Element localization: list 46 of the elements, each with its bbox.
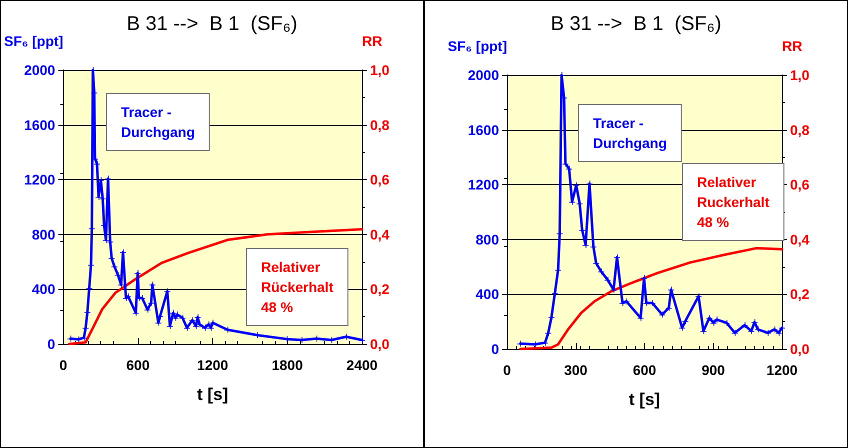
y-tick-label: 1200 bbox=[468, 176, 500, 193]
x-tick-label: 600 bbox=[632, 362, 656, 378]
x-tick-label: 0 bbox=[59, 357, 68, 373]
y-tick-label: 0 bbox=[491, 341, 500, 357]
y2-tick-label: 0,6 bbox=[370, 172, 390, 188]
y-axis-title: SF₆ [ppt] bbox=[4, 33, 64, 49]
y2-axis-title: RR bbox=[782, 38, 802, 54]
y-tick-label: 1600 bbox=[24, 116, 56, 133]
annotation: Relativer Rückerhalt 48 % bbox=[261, 259, 334, 315]
y2-tick-label: 0,8 bbox=[790, 122, 810, 138]
y-tick-label: 400 bbox=[476, 286, 500, 302]
x-tick-label: 600 bbox=[126, 357, 150, 373]
y2-tick-label: 0,4 bbox=[370, 226, 390, 242]
x-tick-label: 900 bbox=[702, 362, 726, 378]
y2-tick-label: 0,0 bbox=[370, 336, 390, 352]
y2-axis-title: RR bbox=[362, 33, 382, 49]
y-tick-label: 2000 bbox=[468, 67, 500, 83]
y-tick-label: 800 bbox=[476, 231, 500, 248]
y-tick-label: 800 bbox=[32, 226, 56, 242]
y-tick-label: 400 bbox=[32, 281, 56, 298]
chart-title: B 31 --> B 1 (SF₆) bbox=[550, 13, 722, 35]
y2-tick-label: 0,6 bbox=[790, 176, 810, 193]
y2-tick-label: 0,8 bbox=[370, 116, 390, 133]
x-tick-label: 300 bbox=[564, 362, 588, 378]
y2-tick-label: 0,2 bbox=[790, 286, 810, 302]
y2-tick-label: 1,0 bbox=[370, 62, 390, 78]
x-tick-label: 2400 bbox=[346, 357, 378, 373]
x-tick-label: 1200 bbox=[766, 362, 798, 378]
x-axis-title: t [s] bbox=[197, 385, 228, 404]
annotation: Relativer Ruckerhalt 48 % bbox=[697, 174, 770, 230]
annotation: Tracer - Durchgang bbox=[593, 115, 667, 151]
x-axis-title: t [s] bbox=[628, 390, 660, 409]
y2-tick-label: 1,0 bbox=[790, 67, 810, 83]
y-axis-title: SF₆ [ppt] bbox=[448, 38, 507, 54]
y-tick-label: 1200 bbox=[24, 172, 56, 188]
y2-tick-label: 0,0 bbox=[790, 341, 810, 357]
chart-title: B 31 --> B 1 (SF₆) bbox=[126, 13, 298, 35]
x-tick-label: 1800 bbox=[272, 357, 304, 373]
y-tick-label: 1600 bbox=[468, 122, 500, 138]
x-tick-label: 1200 bbox=[197, 357, 228, 373]
y-tick-label: 0 bbox=[47, 336, 56, 352]
y2-tick-label: 0,2 bbox=[370, 281, 390, 298]
y2-tick-label: 0,4 bbox=[790, 231, 810, 248]
x-tick-label: 0 bbox=[503, 362, 512, 378]
y-tick-label: 2000 bbox=[24, 62, 56, 78]
annotation: Tracer - Durchgang bbox=[121, 104, 195, 140]
